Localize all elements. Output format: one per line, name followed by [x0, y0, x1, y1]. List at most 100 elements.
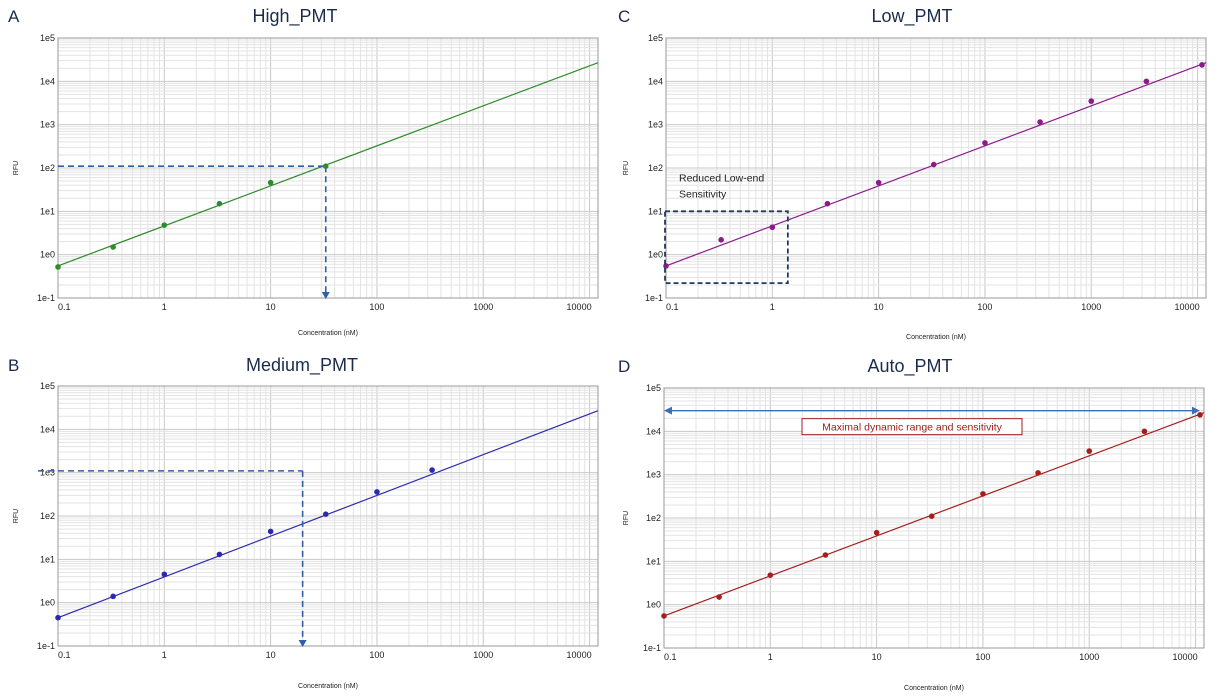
data-point: [161, 571, 168, 578]
x-tick-label: 1000: [473, 302, 493, 312]
y-tick-label: 1e1: [40, 206, 55, 216]
y-tick-label: 1e2: [646, 513, 661, 523]
x-tick-label: 100: [977, 302, 992, 312]
annotation-text: Reduced Low-end Sensitivity: [679, 172, 764, 200]
chart-title: Medium_PMT: [246, 355, 358, 376]
arrow-right-icon: [1191, 406, 1200, 415]
data-point: [216, 200, 223, 207]
y-tick-label: 1e1: [648, 206, 663, 216]
x-tick-label: 10: [874, 302, 884, 312]
data-point: [716, 594, 722, 600]
annotation-text: Maximal dynamic range and sensitivity: [822, 422, 1002, 434]
grid: [57, 385, 598, 647]
y-tick-label: 1e1: [40, 554, 55, 564]
x-tick-label: 1: [162, 650, 167, 660]
data-point: [767, 572, 774, 578]
data-point: [55, 264, 61, 270]
y-axis-label: RFU: [623, 511, 630, 525]
data-point: [1088, 98, 1095, 104]
y-tick-label: 1e3: [40, 468, 55, 478]
x-tick-label: 100: [369, 302, 384, 312]
plot-frame: [57, 385, 599, 647]
x-tick-label: 1000: [1081, 302, 1101, 312]
y-tick-label: 1e-1: [643, 643, 661, 653]
panel-a: A High_PMT 0.1 1 10 100 1000 10000 1e-1 1e0 1e1 1e2…: [8, 6, 599, 337]
data-point: [161, 222, 168, 228]
x-axis-label: Concentration (nM): [906, 334, 966, 341]
x-tick-label: 10000: [567, 650, 592, 660]
data-point: [1143, 78, 1150, 85]
data-point: [267, 528, 274, 535]
data-point: [982, 140, 988, 146]
data-point: [110, 593, 116, 600]
y-tick-label: 1e4: [40, 424, 55, 434]
x-axis-label: Concentration (nM): [298, 683, 358, 690]
grid: [665, 37, 1206, 299]
arrow-down-icon: [298, 640, 307, 647]
data-point: [824, 200, 831, 207]
y-axis-label: RFU: [13, 161, 20, 175]
data-point: [873, 529, 880, 536]
y-tick-label: 1e4: [646, 426, 661, 436]
x-tick-label: 1000: [1079, 652, 1099, 662]
grid: [57, 37, 598, 299]
fit-line: [57, 62, 599, 267]
x-tick-label: 10: [872, 652, 882, 662]
plot-frame: [57, 37, 599, 299]
y-tick-label: 1e1: [646, 556, 661, 566]
y-tick-label: 1e4: [40, 76, 55, 86]
x-tick-label: 10000: [567, 302, 592, 312]
y-tick-label: 1e3: [648, 120, 663, 130]
panel-letter: B: [8, 356, 19, 375]
data-point: [1199, 62, 1205, 68]
annotation-line: Reduced Low-end: [679, 172, 764, 184]
data-point: [55, 614, 61, 621]
panel-d: D Auto_PMT 0.1 1 10 100 1000 10000 1e-1 1e0 1e1 1e2…: [618, 356, 1205, 692]
y-tick-label: 1e4: [648, 76, 663, 86]
x-tick-label: 1: [162, 302, 167, 312]
x-tick-label: 1: [770, 302, 775, 312]
x-axis-label: Concentration (nM): [904, 685, 964, 692]
x-tick-label: 0.1: [664, 652, 677, 662]
y-tick-label: 1e5: [646, 383, 661, 393]
x-tick-label: 10: [266, 302, 276, 312]
x-tick-label: 10000: [1173, 652, 1198, 662]
annotation-box: [664, 210, 789, 285]
grid: [663, 387, 1204, 649]
annotation-line: Sensitivity: [679, 188, 727, 200]
chart-title: Auto_PMT: [867, 356, 952, 377]
x-tick-label: 0.1: [58, 650, 71, 660]
data-point: [1141, 428, 1148, 435]
panel-letter: A: [8, 7, 20, 26]
panel-b: B Medium_PMT 0.1 1 10 100 1000 10000 1e-1 1e0 1e1 1…: [8, 355, 599, 690]
x-tick-label: 1: [768, 652, 773, 662]
y-tick-label: 1e0: [40, 250, 55, 260]
data-point: [769, 224, 776, 231]
x-tick-label: 10: [266, 650, 276, 660]
y-tick-label: 1e5: [40, 381, 55, 391]
y-tick-label: 1e-1: [645, 293, 663, 303]
data-point: [661, 613, 667, 619]
data-point: [928, 513, 935, 520]
x-tick-label: 1000: [473, 650, 493, 660]
y-tick-label: 1e-1: [37, 641, 55, 651]
y-axis-label: RFU: [623, 161, 630, 175]
x-tick-label: 100: [369, 650, 384, 660]
y-tick-label: 1e2: [40, 511, 55, 521]
data-point: [267, 179, 274, 186]
data-point: [1086, 448, 1093, 454]
plot-frame: [665, 37, 1207, 299]
annotation-label-box: [801, 418, 1023, 436]
y-tick-label: 1e2: [40, 163, 55, 173]
data-point: [1037, 119, 1043, 125]
y-tick-label: 1e0: [646, 600, 661, 610]
x-axis-label: Concentration (nM): [298, 330, 358, 337]
y-tick-label: 1e5: [648, 33, 663, 43]
data-point: [1035, 470, 1041, 476]
y-tick-label: 1e-1: [37, 293, 55, 303]
y-axis-label: RFU: [13, 509, 20, 523]
data-point: [374, 489, 380, 495]
panel-letter: C: [618, 7, 630, 26]
panel-c: C Low_PMT 0.1 1 10 100 1000 10000 1e-1 1e0 1e1 1e2 1…: [618, 6, 1207, 341]
